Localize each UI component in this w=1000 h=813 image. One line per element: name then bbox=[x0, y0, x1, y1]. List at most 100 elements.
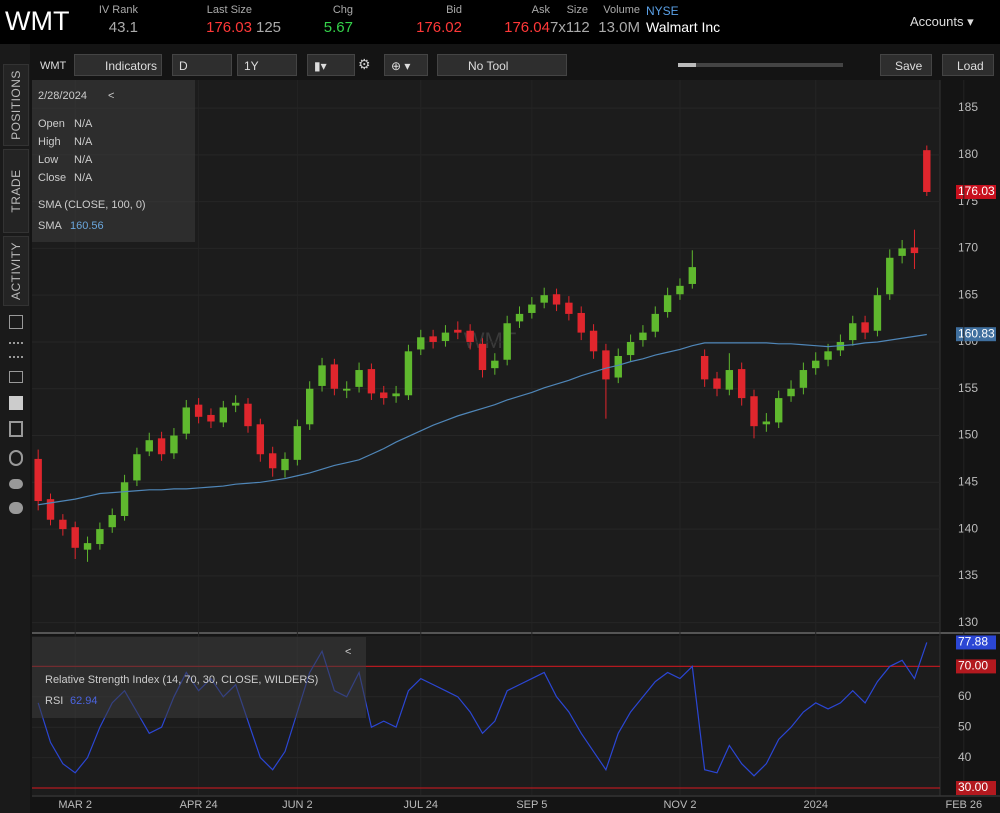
field-label: Size bbox=[566, 4, 588, 16]
candle-body bbox=[71, 527, 79, 548]
field-label: Ask bbox=[531, 4, 550, 16]
period-dropdown[interactable]: 1Y bbox=[237, 54, 297, 76]
load-button[interactable]: Load bbox=[942, 54, 994, 76]
x-tick-label: NOV 2 bbox=[663, 799, 696, 811]
candle-body bbox=[46, 499, 55, 520]
field-value: 176.04 bbox=[504, 19, 550, 36]
candle-body bbox=[577, 312, 585, 333]
info-date: 2/28/2024 bbox=[38, 90, 87, 102]
candle-body bbox=[923, 150, 931, 192]
zoom-slider[interactable] bbox=[678, 63, 843, 67]
candle-body bbox=[404, 351, 413, 396]
collapse-button[interactable]: < bbox=[345, 646, 352, 658]
y-tick-label: 155 bbox=[958, 381, 978, 395]
candle-body bbox=[799, 370, 808, 388]
info-label: Low bbox=[38, 154, 59, 166]
study-name: Relative Strength Index (14, 70, 30, CLO… bbox=[45, 674, 319, 686]
tab-label[interactable]: TRADE bbox=[9, 169, 23, 213]
candle-body bbox=[256, 424, 265, 455]
study-value: 160.56 bbox=[70, 220, 104, 232]
field-label: Volume bbox=[603, 4, 640, 16]
candle-body bbox=[380, 392, 388, 399]
settings-icon[interactable]: ⚙ bbox=[358, 56, 371, 72]
collapse-button[interactable]: < bbox=[108, 90, 115, 102]
candle-body bbox=[355, 370, 363, 387]
candle-body bbox=[170, 435, 178, 454]
study-label: RSI bbox=[45, 695, 64, 707]
candle-body bbox=[343, 388, 351, 391]
candle-body bbox=[663, 295, 672, 313]
y-tick-label: 165 bbox=[958, 287, 978, 301]
candle-body bbox=[639, 332, 647, 341]
chart-type-dropdown[interactable]: ▮▾ bbox=[307, 54, 355, 76]
y-tick-label: 170 bbox=[958, 241, 978, 255]
accounts-label[interactable]: Accounts bbox=[910, 14, 964, 29]
candle-body bbox=[873, 295, 882, 331]
candle-body bbox=[108, 515, 116, 528]
tab-label[interactable]: POSITIONS bbox=[9, 70, 23, 140]
y-tick-label: 50 bbox=[958, 719, 972, 733]
info-label: Open bbox=[38, 118, 65, 130]
x-tick-label: MAR 2 bbox=[58, 799, 92, 811]
candle-body bbox=[700, 356, 709, 380]
candle-body bbox=[83, 543, 92, 550]
sidebar-tab[interactable]: TRADE bbox=[3, 149, 29, 233]
sma-line bbox=[38, 333, 927, 506]
candles bbox=[34, 145, 931, 562]
candle-body bbox=[466, 330, 474, 342]
candle-body bbox=[207, 414, 215, 422]
candle-body bbox=[145, 440, 153, 452]
exchange: NYSE bbox=[646, 4, 679, 18]
symbol[interactable]: WMT bbox=[5, 6, 70, 36]
sidebar-tab[interactable]: POSITIONS bbox=[3, 64, 29, 146]
candle-body bbox=[910, 247, 919, 254]
candle-body bbox=[762, 421, 771, 425]
y-tick-label: 140 bbox=[958, 521, 978, 535]
indicators-button[interactable]: Indicators bbox=[74, 54, 162, 76]
company: Walmart Inc bbox=[646, 19, 721, 35]
candle-body bbox=[96, 529, 104, 545]
candle-body bbox=[59, 519, 67, 530]
candle-body bbox=[861, 322, 869, 333]
candle-body bbox=[565, 302, 573, 314]
header: WMT IV Rank 43.1 Last Size 176.03 125 Chg 5.67… bbox=[0, 0, 1000, 44]
info-value: N/A bbox=[74, 118, 93, 130]
field-value: 176.02 bbox=[416, 19, 462, 36]
save-button[interactable]: Save bbox=[880, 54, 932, 76]
price-marker-label: 176.03 bbox=[958, 184, 995, 198]
candle-body bbox=[441, 332, 450, 342]
crosshair-dropdown[interactable]: ⊕ ▾ bbox=[384, 54, 428, 76]
candle-body bbox=[244, 403, 252, 427]
candle-body bbox=[417, 337, 425, 350]
sidebar-icons bbox=[9, 315, 23, 515]
candle-body bbox=[281, 458, 289, 471]
tool-dropdown[interactable]: No Tool bbox=[437, 54, 567, 76]
candle-body bbox=[651, 313, 659, 332]
candle-body bbox=[787, 388, 795, 397]
candle-body bbox=[849, 323, 857, 341]
candle-body bbox=[491, 360, 499, 369]
study-name: SMA (CLOSE, 100, 0) bbox=[38, 199, 146, 211]
candle-body bbox=[34, 458, 42, 502]
field-value: 5.67 bbox=[323, 19, 353, 36]
tab-label[interactable]: ACTIVITY bbox=[9, 241, 23, 301]
candle-body bbox=[725, 370, 734, 390]
toolbar-symbol: WMT bbox=[40, 60, 67, 72]
candle-body bbox=[367, 369, 376, 394]
x-tick-label: APR 24 bbox=[180, 799, 218, 811]
field-value: 7x112 bbox=[550, 19, 590, 36]
candle-body bbox=[330, 364, 339, 389]
price-marker bbox=[956, 184, 996, 199]
accounts-menu[interactable]: Accounts ▾ bbox=[910, 14, 974, 29]
price-marker-label: 160.83 bbox=[958, 326, 995, 340]
study-value: 62.94 bbox=[70, 695, 98, 707]
y-tick-label: 135 bbox=[958, 568, 978, 582]
candle-body bbox=[812, 360, 820, 369]
candle-body bbox=[182, 407, 190, 434]
sidebar-tab[interactable]: ACTIVITY bbox=[3, 236, 29, 306]
candle-body bbox=[750, 396, 758, 427]
candle-body bbox=[688, 267, 697, 284]
aggregation-dropdown[interactable]: D bbox=[172, 54, 232, 76]
field-value: 176.03 bbox=[206, 19, 252, 36]
candle-body bbox=[133, 454, 141, 481]
